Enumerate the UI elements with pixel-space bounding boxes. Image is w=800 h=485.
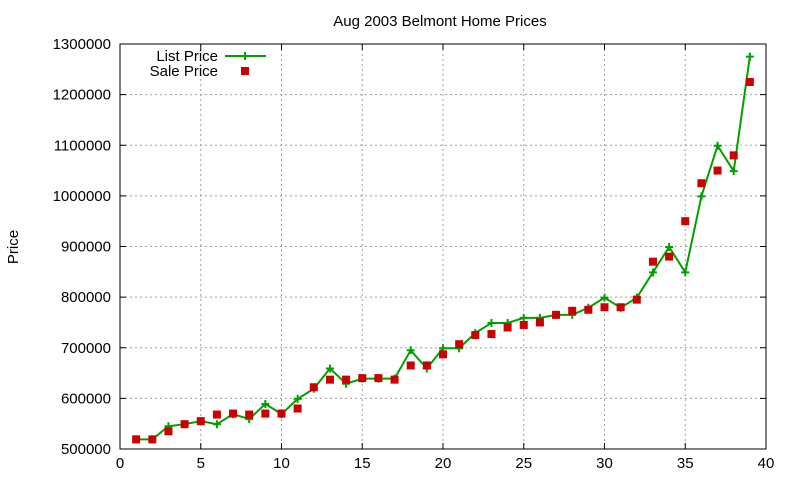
list-price-point <box>681 268 690 277</box>
axis-ticks: 0 5 10 15 20 25 30 35 40 500000 600000 700000 800000… <box>53 36 775 472</box>
sale-price-point <box>439 350 447 359</box>
sale-price-point <box>729 151 738 160</box>
list-price-point <box>729 167 738 176</box>
list-price-point <box>600 293 609 302</box>
sale-price-point <box>180 420 189 429</box>
list-price-point <box>745 52 754 61</box>
plot-frame <box>119 43 767 450</box>
y-tick-label: 600000 <box>61 390 111 407</box>
y-tick-label: 900000 <box>61 239 111 256</box>
x-tick-label: 20 <box>435 455 452 472</box>
y-tick-label: 800000 <box>61 289 111 306</box>
list-price-point <box>713 141 722 150</box>
sale-price-point <box>309 383 318 392</box>
x-tick-label: 30 <box>596 455 613 472</box>
list-price-point <box>519 313 528 322</box>
sale-price-point <box>212 410 221 419</box>
list-price-point <box>697 192 706 201</box>
x-tick-label: 15 <box>354 455 371 472</box>
y-tick-label: 1100000 <box>54 137 111 154</box>
sale-price-point <box>568 306 577 315</box>
sale-price-point <box>261 409 270 418</box>
sale-price-point <box>681 217 690 226</box>
sale-price-point <box>374 374 383 383</box>
sale-price-point <box>519 320 528 329</box>
sale-price-point <box>406 361 415 370</box>
sale-price-point <box>229 409 238 418</box>
x-tick-label: 25 <box>515 455 532 472</box>
sale-price-point <box>358 374 367 383</box>
sale-price-point <box>616 303 625 312</box>
list-price-point <box>325 364 334 373</box>
x-tick-label: 40 <box>758 455 775 472</box>
legend: List Price Sale Price <box>150 48 266 80</box>
list-price-point <box>487 318 496 327</box>
data-series <box>132 52 754 444</box>
sale-price-point <box>552 310 561 319</box>
sale-price-point <box>148 435 157 444</box>
chart-title: Aug 2003 Belmont Home Prices <box>333 13 546 30</box>
list-price-point <box>212 420 221 429</box>
x-tick-label: 5 <box>197 455 205 472</box>
sale-price-point <box>745 77 754 86</box>
y-axis-label: Price <box>5 230 22 264</box>
y-tick-label: 1300000 <box>53 36 111 53</box>
sale-price-point <box>422 361 431 370</box>
sale-price-point <box>648 257 657 266</box>
sale-price-point <box>503 323 512 332</box>
sale-price-point <box>455 340 464 349</box>
list-price-point <box>261 399 270 408</box>
sale-price-point <box>471 331 480 340</box>
y-tick-label: 500000 <box>61 441 111 458</box>
legend-marker-sale-price <box>241 67 249 75</box>
sale-price-point <box>132 435 141 444</box>
sale-price-point <box>342 375 351 384</box>
sale-price-point <box>390 375 399 384</box>
list-price-point <box>406 346 415 355</box>
y-tick-label: 1200000 <box>53 87 111 104</box>
sale-price-point <box>600 303 609 312</box>
sale-price-point <box>245 410 254 419</box>
legend-label-sale-price: Sale Price <box>150 63 218 80</box>
sale-price-point <box>196 417 205 426</box>
y-tick-label: 700000 <box>61 340 111 357</box>
sale-price-point <box>293 404 302 413</box>
list-price-point <box>648 268 657 277</box>
sale-price-point <box>713 166 722 175</box>
legend-label-list-price: List Price <box>156 48 218 65</box>
y-tick-label: 1000000 <box>53 188 111 205</box>
sale-price-point <box>584 305 593 314</box>
sale-price-point <box>164 427 173 436</box>
sale-price-point <box>277 409 286 418</box>
list-price-point <box>293 394 302 403</box>
sale-price-point <box>487 330 496 339</box>
sale-price-point <box>325 375 334 384</box>
legend-marker-list-price <box>241 52 249 60</box>
x-tick-label: 35 <box>677 455 694 472</box>
sale-price-point <box>535 318 544 327</box>
x-tick-label: 0 <box>116 455 124 472</box>
list-price-point <box>665 243 674 252</box>
sale-price-point <box>697 179 706 188</box>
sale-price-point <box>665 252 674 261</box>
sale-price-point <box>632 295 641 304</box>
x-tick-label: 10 <box>273 455 290 472</box>
